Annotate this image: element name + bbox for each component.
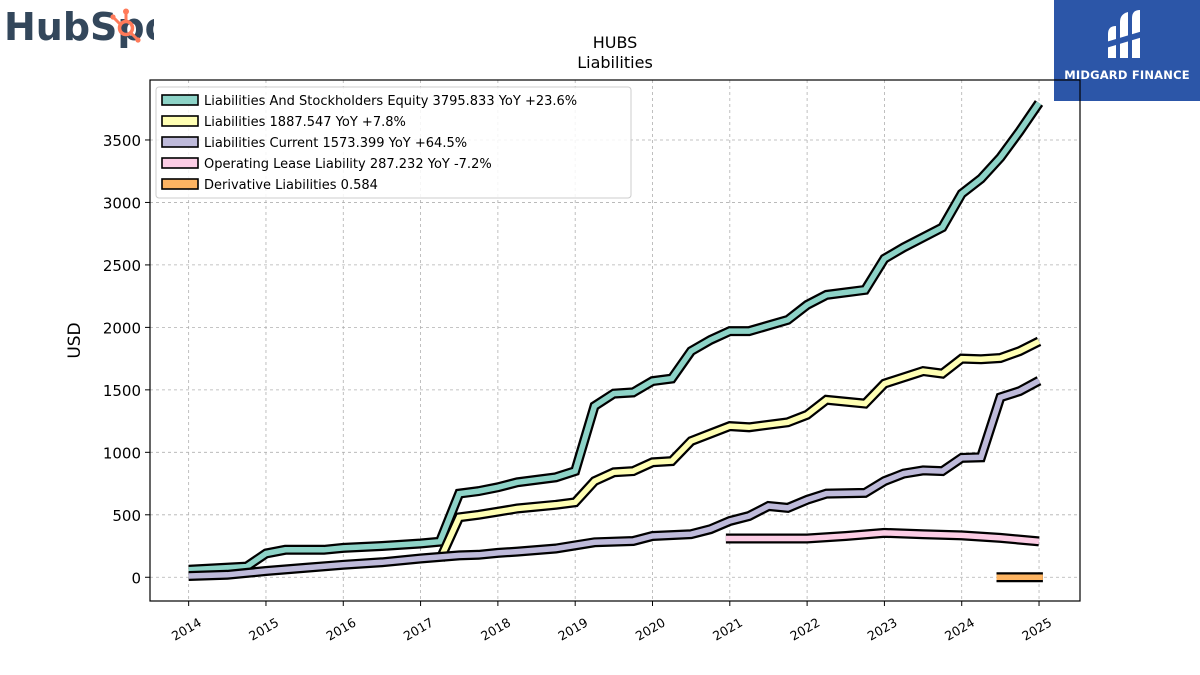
x-tick-label: 2018 — [478, 615, 513, 644]
series-line-3 — [188, 376, 1042, 581]
x-tick-label: 2014 — [169, 615, 204, 644]
x-tick-label: 2022 — [787, 615, 822, 644]
x-tick-label: 2019 — [555, 615, 590, 644]
series-core — [188, 378, 1041, 579]
y-tick-label: 0 — [131, 569, 141, 587]
midgard-finance-logo: MIDGARD FINANCE — [1054, 0, 1200, 101]
chart-title: HUBS — [593, 33, 638, 52]
hubspot-logo: HubSpot — [4, 5, 154, 49]
x-tick-label: 2023 — [865, 615, 900, 644]
x-tick-label: 2015 — [246, 615, 281, 644]
y-tick-label: 1500 — [103, 382, 141, 400]
legend-entry-label: Derivative Liabilities 0.584 — [204, 178, 378, 193]
legend-swatch — [161, 136, 199, 148]
y-tick-label: 1000 — [103, 444, 141, 462]
series-core — [188, 101, 1042, 573]
legend-entry-label: Operating Lease Liability 287.232 YoY -7… — [204, 157, 492, 172]
series-line-4 — [725, 527, 1040, 547]
series-group — [188, 100, 1044, 583]
legend-swatch — [161, 115, 199, 127]
midgard-logo-text: MIDGARD FINANCE — [1064, 68, 1190, 82]
series-outline — [435, 336, 1042, 562]
hubspot-sprocket-icon — [110, 8, 141, 43]
x-tick-label: 2017 — [401, 615, 436, 644]
hubspot-logo-text: HubSpot — [4, 5, 154, 49]
x-tick-label: 2021 — [710, 615, 745, 644]
x-tick-label: 2025 — [1019, 615, 1054, 644]
series-core — [437, 338, 1041, 561]
y-tick-label: 2000 — [103, 319, 141, 337]
legend-swatch — [161, 94, 199, 106]
midgard-emblem-icon — [1106, 10, 1146, 58]
y-tick-label: 2500 — [103, 257, 141, 275]
y-tick-label: 3000 — [103, 194, 141, 212]
legend-entry-label: Liabilities 1887.547 YoY +7.8% — [204, 115, 406, 130]
x-tick-label: 2024 — [942, 615, 977, 644]
legend-swatch — [161, 178, 199, 190]
legend: Liabilities And Stockholders Equity 3795… — [155, 86, 632, 199]
legend-entry-label: Liabilities And Stockholders Equity 3795… — [204, 94, 577, 109]
y-axis-label: USD — [65, 322, 85, 358]
series-line-2 — [435, 336, 1042, 562]
series-core — [725, 530, 1040, 545]
legend-swatch — [161, 157, 199, 169]
legend-entry-label: Liabilities Current 1573.399 YoY +64.5% — [204, 136, 467, 151]
series-line-1 — [188, 100, 1044, 575]
plot-area-frame — [149, 79, 1081, 602]
chart-subtitle: Liabilities — [577, 53, 653, 72]
x-tick-label: 2016 — [323, 615, 358, 644]
y-tick-label: 500 — [112, 507, 141, 525]
y-tick-label: 3500 — [103, 132, 141, 150]
legend-box — [155, 86, 632, 199]
x-tick-label: 2020 — [633, 615, 668, 644]
